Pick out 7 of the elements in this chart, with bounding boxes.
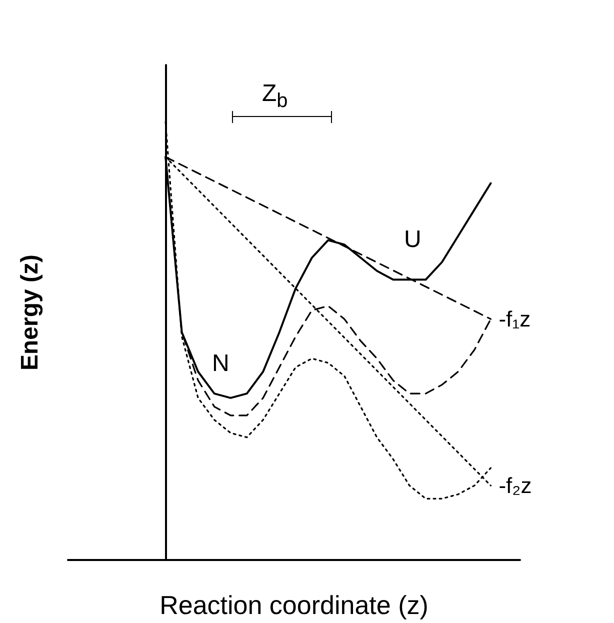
annotation: U bbox=[404, 226, 422, 253]
y-axis-title: Energy (z) bbox=[16, 254, 44, 371]
series-label: -f₂z bbox=[498, 473, 532, 498]
annotation: N bbox=[212, 350, 230, 377]
series-label: -f₁z bbox=[498, 306, 531, 332]
x-axis-title: Reaction coordinate (z) bbox=[160, 590, 428, 620]
text: Z$_{b}$ bbox=[262, 80, 288, 112]
